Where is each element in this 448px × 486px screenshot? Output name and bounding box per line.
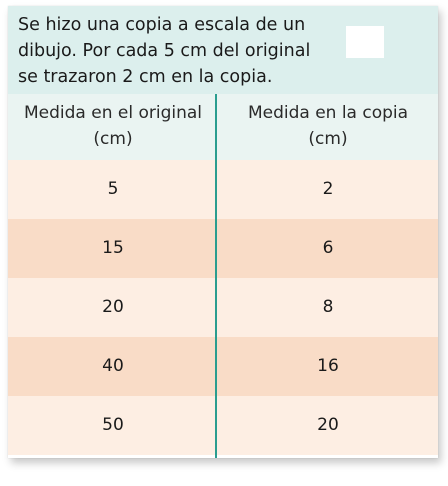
table-row: 50 20 xyxy=(8,396,438,455)
table-body: 5 2 15 6 20 8 40 16 50 20 xyxy=(8,160,438,455)
header-original: Medida en el original (cm) xyxy=(8,100,218,152)
cell-copy: 8 xyxy=(322,297,334,317)
cell-original: 5 xyxy=(107,179,119,199)
problem-statement: Se hizo una copia a escala de un dibujo.… xyxy=(8,6,438,94)
header-copy-unit: (cm) xyxy=(308,129,348,149)
column-divider xyxy=(215,94,217,458)
answer-box xyxy=(346,26,384,58)
cell-original: 20 xyxy=(102,297,124,317)
cell-original: 15 xyxy=(102,238,124,258)
header-copy: Medida en la copia (cm) xyxy=(218,100,438,152)
cell-original: 50 xyxy=(102,415,124,435)
header-original-title: Medida en el original xyxy=(23,103,203,123)
table-row: 20 8 xyxy=(8,278,438,337)
cell-copy: 16 xyxy=(317,356,339,376)
cell-copy: 2 xyxy=(322,179,334,199)
statement-text: Se hizo una copia a escala de un dibujo.… xyxy=(18,12,338,90)
statement-line: dibujo. Por cada 5 cm del original xyxy=(18,41,311,61)
header-original-unit: (cm) xyxy=(93,129,133,149)
header-copy-title: Medida en la copia xyxy=(247,103,409,123)
cell-copy: 20 xyxy=(317,415,339,435)
statement-line: Se hizo una copia a escala de un xyxy=(18,15,306,35)
table-header: Medida en el original (cm) Medida en la … xyxy=(8,94,438,160)
table-row: 15 6 xyxy=(8,219,438,278)
scale-table-card: Se hizo una copia a escala de un dibujo.… xyxy=(8,6,438,458)
table-row: 5 2 xyxy=(8,160,438,219)
table-row: 40 16 xyxy=(8,337,438,396)
statement-line: se trazaron 2 cm en la copia. xyxy=(18,67,273,87)
cell-original: 40 xyxy=(102,356,124,376)
cell-copy: 6 xyxy=(322,238,334,258)
